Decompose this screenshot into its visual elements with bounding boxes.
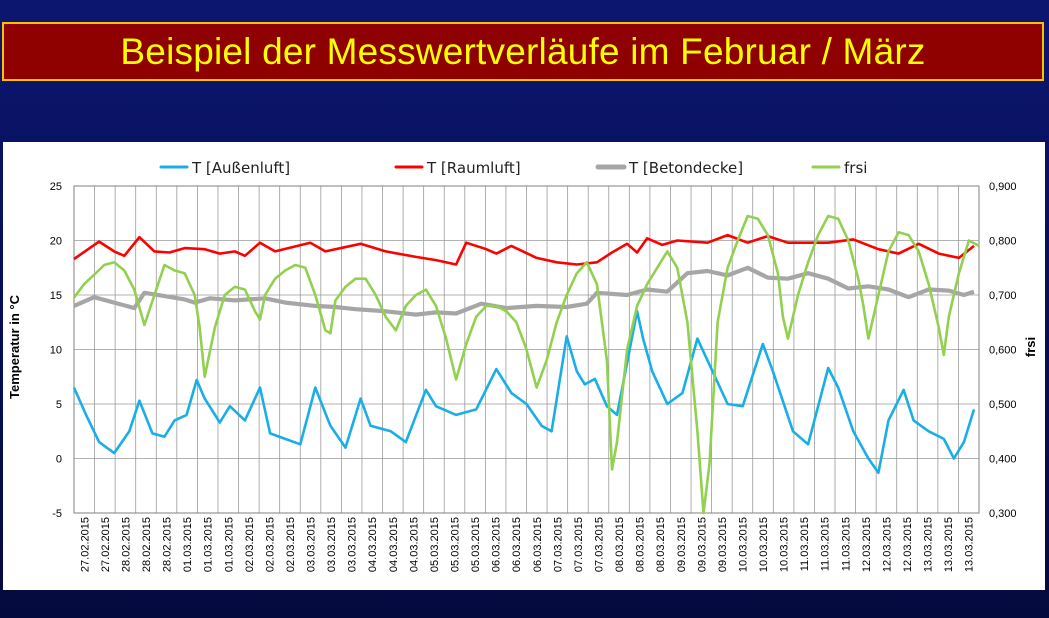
x-tick-label: 27.02.2015 xyxy=(100,517,112,572)
x-tick-label: 04.03.2015 xyxy=(388,517,400,572)
x-tick-label: 10.03.2015 xyxy=(779,517,791,572)
plot-area xyxy=(73,185,980,514)
y2-tick-label: 0,600 xyxy=(989,345,1017,357)
series-line-3 xyxy=(73,265,975,317)
x-tick-label: 01.03.2015 xyxy=(203,517,215,572)
x-tick-label: 07.03.2015 xyxy=(552,517,564,572)
x-tick-label: 03.03.2015 xyxy=(306,517,318,572)
x-tick-label: 03.03.2015 xyxy=(326,517,338,572)
x-tick-label: 28.02.2015 xyxy=(120,517,132,572)
x-tick-label: 06.03.2015 xyxy=(532,517,544,572)
y-tick-label: 20 xyxy=(50,236,62,248)
series-line-4 xyxy=(72,214,980,515)
x-tick-label: 05.03.2015 xyxy=(429,517,441,572)
x-tick-label: 09.03.2015 xyxy=(717,517,729,572)
x-tick-label: 13.03.2015 xyxy=(943,517,955,572)
y2-tick-label: 0,800 xyxy=(989,236,1017,248)
slide-title: Beispiel der Messwertverläufe im Februar… xyxy=(120,30,926,72)
x-tick-label: 13.03.2015 xyxy=(964,517,976,572)
x-tick-label: 06.03.2015 xyxy=(511,517,523,572)
x-tick-label: 07.03.2015 xyxy=(573,517,585,572)
x-tick-label: 04.03.2015 xyxy=(367,517,379,572)
x-tick-label: 28.02.2015 xyxy=(141,517,153,572)
grid-lines xyxy=(73,185,980,514)
x-tick-label: 10.03.2015 xyxy=(738,517,750,572)
x-tick-label: 27.02.2015 xyxy=(79,517,91,572)
x-tick-label: 04.03.2015 xyxy=(408,517,420,572)
series-line-1 xyxy=(72,310,976,475)
y-tick-label: 0 xyxy=(56,454,62,466)
y2-tick-label: 0,700 xyxy=(989,290,1017,302)
x-tick-label: 03.03.2015 xyxy=(347,517,359,572)
chart-panel: -5 0 5 10 15 20 25 0,300 0,400 0,500 0,600 0,700 0,… xyxy=(3,142,1045,590)
series-line-2 xyxy=(73,233,975,266)
y-axis-right: 0,300 0,400 0,500 0,600 0,700 0,800 0,900 xyxy=(989,181,1017,520)
legend-label: T [Betondecke] xyxy=(628,159,743,177)
y2-tick-label: 0,300 xyxy=(989,508,1017,520)
y2-tick-label: 0,400 xyxy=(989,454,1017,466)
legend: T [Außenluft] T [Raumluft] T [Betondecke] f… xyxy=(159,159,867,177)
x-tick-label: 28.02.2015 xyxy=(162,517,174,572)
y-tick-label: 10 xyxy=(50,345,62,357)
y2-axis-title: frsi xyxy=(1023,337,1038,357)
title-banner: Beispiel der Messwertverläufe im Februar… xyxy=(2,22,1044,81)
y-tick-label: 25 xyxy=(50,181,62,193)
x-tick-label: 02.03.2015 xyxy=(285,517,297,572)
y2-tick-label: 0,900 xyxy=(989,181,1017,193)
x-tick-label: 07.03.2015 xyxy=(594,517,606,572)
x-tick-label: 01.03.2015 xyxy=(182,517,194,572)
x-tick-label: 12.03.2015 xyxy=(881,517,893,572)
y-axis-left: -5 0 5 10 15 20 25 xyxy=(50,181,62,520)
x-tick-label: 11.03.2015 xyxy=(820,517,832,571)
x-tick-label: 02.03.2015 xyxy=(244,517,256,572)
legend-label: T [Raumluft] xyxy=(426,159,521,177)
x-tick-label: 08.03.2015 xyxy=(635,517,647,572)
x-tick-label: 02.03.2015 xyxy=(264,517,276,572)
y-tick-label: -5 xyxy=(52,508,62,520)
x-tick-label: 08.03.2015 xyxy=(614,517,626,572)
x-tick-label: 12.03.2015 xyxy=(902,517,914,572)
x-tick-label: 11.03.2015 xyxy=(799,517,811,571)
x-tick-label: 13.03.2015 xyxy=(923,517,935,572)
series-layer xyxy=(72,214,980,515)
y-axis-title: Temperatur in °C xyxy=(7,294,22,399)
x-tick-label: 08.03.2015 xyxy=(655,517,667,572)
legend-label: frsi xyxy=(844,159,867,177)
x-tick-label: 11.03.2015 xyxy=(840,517,852,571)
x-axis: 27.02.2015 27.02.2015 28.02.2015 28.02.2015… xyxy=(79,517,975,572)
x-tick-label: 10.03.2015 xyxy=(758,517,770,572)
x-tick-label: 05.03.2015 xyxy=(470,517,482,572)
y-tick-label: 5 xyxy=(56,399,62,411)
x-tick-label: 05.03.2015 xyxy=(450,517,462,572)
plot-border xyxy=(73,185,980,514)
y2-tick-label: 0,500 xyxy=(989,399,1017,411)
y-tick-label: 15 xyxy=(50,290,62,302)
x-tick-label: 09.03.2015 xyxy=(676,517,688,572)
x-tick-label: 12.03.2015 xyxy=(861,517,873,572)
x-tick-label: 06.03.2015 xyxy=(491,517,503,572)
legend-label: T [Außenluft] xyxy=(191,159,290,177)
x-tick-label: 09.03.2015 xyxy=(696,517,708,572)
x-tick-label: 01.03.2015 xyxy=(223,517,235,572)
